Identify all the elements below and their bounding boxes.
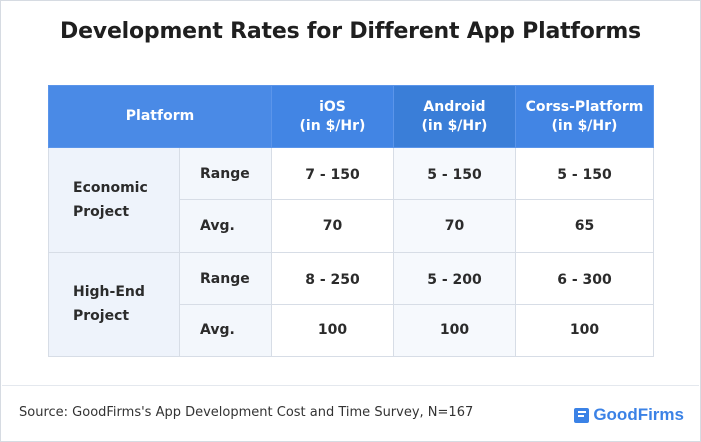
column-header-cross-platform: Corss-Platform (in $/Hr) — [515, 85, 654, 148]
platform-header: Platform — [48, 85, 272, 148]
chart-title: Development Rates for Different App Plat… — [60, 19, 641, 44]
column-header-ios-name: iOS — [319, 98, 346, 115]
metric-label: Avg. — [179, 303, 272, 358]
metric-label: Range — [179, 146, 272, 201]
brand-name: GoodFirms — [593, 405, 684, 424]
table-header-row: Platform iOS (in $/Hr) Android (in $/Hr)… — [48, 85, 654, 148]
table-cell-cross-platform: 100 — [515, 303, 654, 358]
column-header-android-unit: (in $/Hr) — [421, 117, 488, 134]
column-header-cross-platform-unit: (in $/Hr) — [551, 117, 618, 134]
table-row: Avg. 100 100 100 — [49, 303, 654, 358]
table-cell-cross-platform: 6 - 300 — [515, 251, 654, 305]
footer-divider — [2, 385, 699, 386]
group-label-economic: Economic Project — [48, 147, 180, 253]
rates-table: Platform iOS (in $/Hr) Android (in $/Hr)… — [48, 85, 654, 358]
group-label-high-end: High-End Project — [48, 251, 180, 357]
goodfirms-logo-icon — [574, 407, 590, 423]
table-row: High-End Project Range 8 - 250 5 - 200 6… — [48, 251, 654, 357]
table-cell-cross-platform: 65 — [515, 199, 654, 253]
table-cell-ios: 100 — [271, 303, 394, 358]
table-row: Avg. 70 70 65 — [49, 199, 654, 253]
metric-label: Range — [179, 251, 272, 305]
group-label-line2: Project — [73, 308, 130, 325]
source-note: Source: GoodFirms's App Development Cost… — [19, 405, 474, 420]
table-cell-ios: 7 - 150 — [271, 146, 394, 201]
column-header-ios: iOS (in $/Hr) — [271, 85, 394, 148]
column-header-android: Android (in $/Hr) — [393, 85, 516, 148]
table-row: Economic Project Range 7 - 150 5 - 150 5… — [48, 146, 654, 253]
table-cell-android: 5 - 150 — [393, 146, 516, 201]
group-label-line1: Economic — [73, 179, 148, 196]
group-label-line2: Project — [73, 203, 130, 220]
table-cell-android: 5 - 200 — [393, 251, 516, 305]
table-cell-cross-platform: 5 - 150 — [515, 146, 654, 201]
group-label-line1: High-End — [73, 284, 145, 301]
column-header-ios-unit: (in $/Hr) — [299, 117, 366, 134]
table-cell-android: 100 — [393, 303, 516, 358]
table-cell-ios: 8 - 250 — [271, 251, 394, 305]
goodfirms-brand: GoodFirms — [574, 405, 684, 425]
column-header-cross-platform-name: Corss-Platform — [525, 98, 644, 115]
metric-label: Avg. — [179, 199, 272, 253]
column-header-android-name: Android — [423, 98, 486, 115]
table-cell-ios: 70 — [271, 199, 394, 253]
table-cell-android: 70 — [393, 199, 516, 253]
